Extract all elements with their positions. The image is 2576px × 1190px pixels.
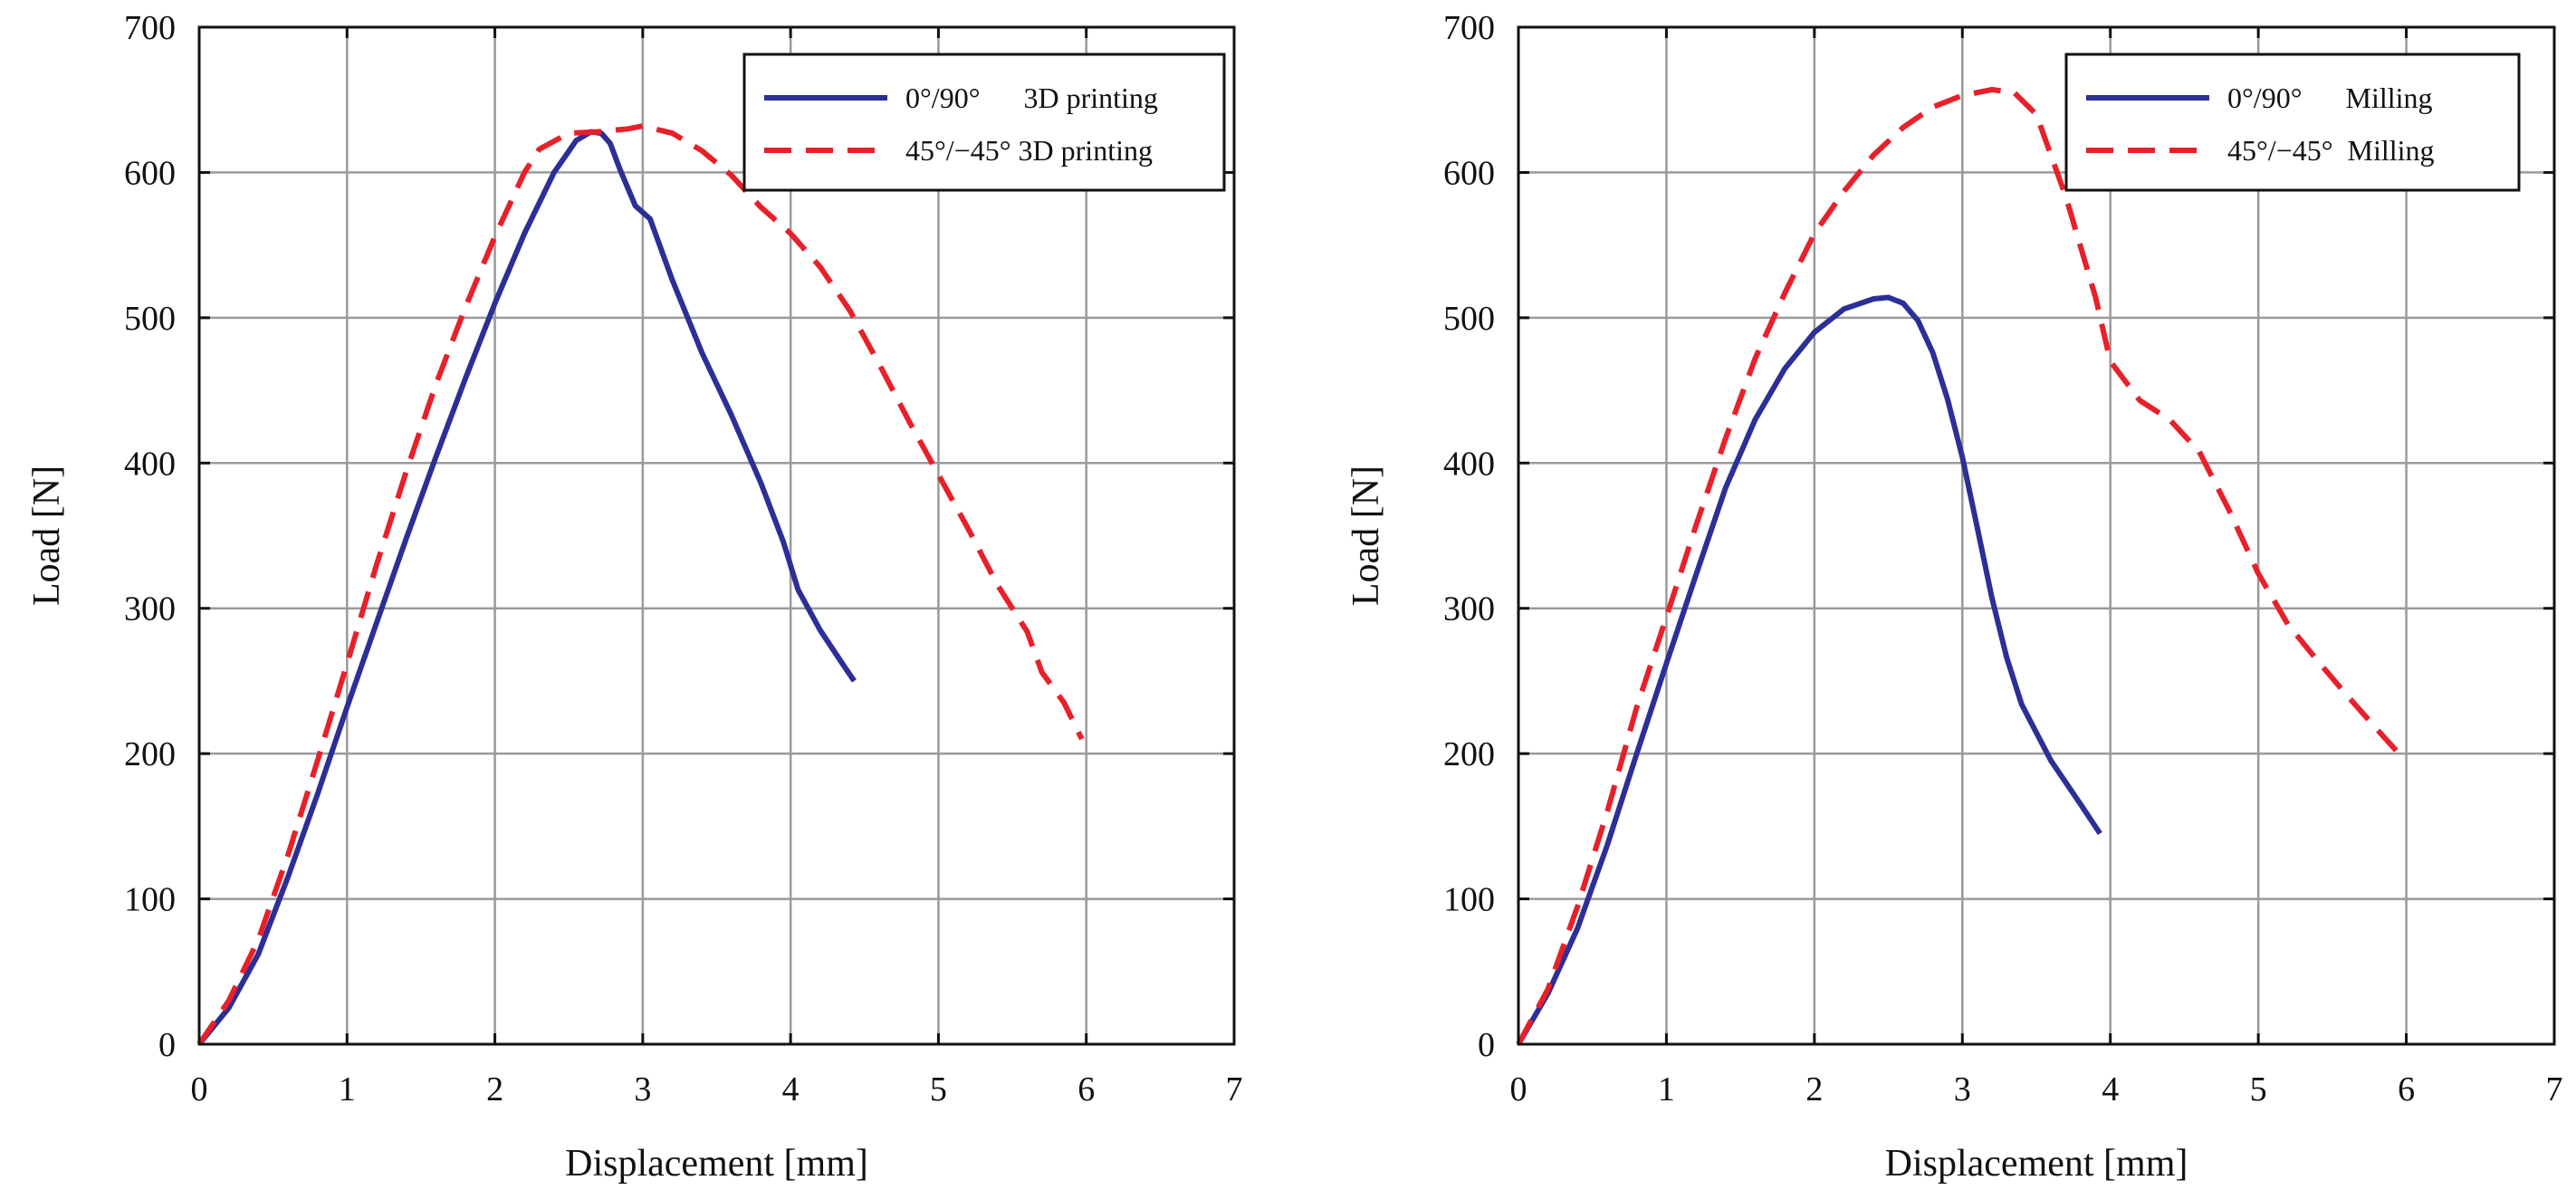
series-line-dashed [196, 123, 1085, 1046]
x-tick-label: 5 [930, 1070, 947, 1108]
x-tick-label: 6 [2398, 1070, 2415, 1108]
chart-3d-printing: 0 1 2 3 4 5 6 7 0 100 200 300 400 500 600 700 Displaceme… [26, 9, 1243, 1185]
y-tick-label: 100 [1443, 881, 1495, 919]
legend-box [2064, 53, 2521, 192]
y-tick-label: 0 [1478, 1026, 1495, 1064]
y-tick-label: 0 [158, 1026, 176, 1064]
x-tick-label: 4 [2102, 1070, 2119, 1108]
x-tick-label: 5 [2250, 1070, 2267, 1108]
legend: 0°/90° Milling 45°/−45° Milling [2064, 53, 2521, 192]
x-tick-label: 1 [339, 1070, 356, 1108]
y-tick-label: 400 [1443, 445, 1495, 483]
y-tick-label: 500 [124, 300, 176, 338]
plot-frame [197, 25, 1236, 1046]
chart-milling: 0 1 2 3 4 5 6 7 0 100 200 300 400 500 600 700 Displaceme… [1345, 9, 2563, 1185]
legend-label: 0°/90° Milling [2227, 82, 2433, 114]
x-tick-label: 1 [1658, 1070, 1675, 1108]
grid-lines [199, 27, 1234, 1044]
x-tick-label: 0 [1510, 1070, 1527, 1108]
y-tick-label: 200 [124, 735, 176, 773]
x-axis-label: Displacement [mm] [565, 1143, 868, 1185]
x-tick-label: 7 [1226, 1070, 1243, 1108]
x-tick-label: 2 [486, 1070, 503, 1108]
series-line-dashed [1516, 87, 2401, 1046]
legend-label: 45°/−45° 3D printing [905, 134, 1153, 167]
y-tick-label: 400 [124, 445, 176, 483]
legend-label: 45°/−45° Milling [2227, 134, 2435, 167]
y-tick-label: 300 [1443, 590, 1495, 629]
grid-lines [1518, 27, 2554, 1044]
y-tick-label: 300 [124, 590, 176, 629]
legend: 0°/90° 3D printing 45°/−45° 3D printing [742, 53, 1226, 192]
x-tick-label: 0 [191, 1070, 208, 1108]
y-axis-label: Load [N] [26, 465, 68, 606]
series-line-solid [196, 129, 857, 1046]
y-tick-label: 500 [1443, 300, 1495, 338]
y-tick-label: 100 [124, 881, 176, 919]
x-tick-label: 3 [634, 1070, 651, 1108]
y-tick-label: 700 [1443, 9, 1495, 47]
x-axis-label: Displacement [mm] [1885, 1143, 2188, 1185]
x-tick-label: 2 [1805, 1070, 1823, 1108]
y-tick-label: 200 [1443, 735, 1495, 773]
x-tick-label: 6 [1077, 1070, 1095, 1108]
x-tick-label: 7 [2546, 1070, 2563, 1108]
legend-box [742, 53, 1226, 192]
x-tick-label: 4 [782, 1070, 800, 1108]
legend-label: 0°/90° 3D printing [905, 82, 1158, 114]
y-tick-label: 700 [124, 9, 176, 47]
y-axis-label: Load [N] [1345, 465, 1387, 606]
y-tick-label: 600 [1443, 154, 1495, 192]
y-tick-label: 600 [124, 154, 176, 192]
series-line-solid [1516, 294, 2102, 1046]
plot-frame [1517, 25, 2556, 1046]
x-tick-label: 3 [1954, 1070, 1971, 1108]
